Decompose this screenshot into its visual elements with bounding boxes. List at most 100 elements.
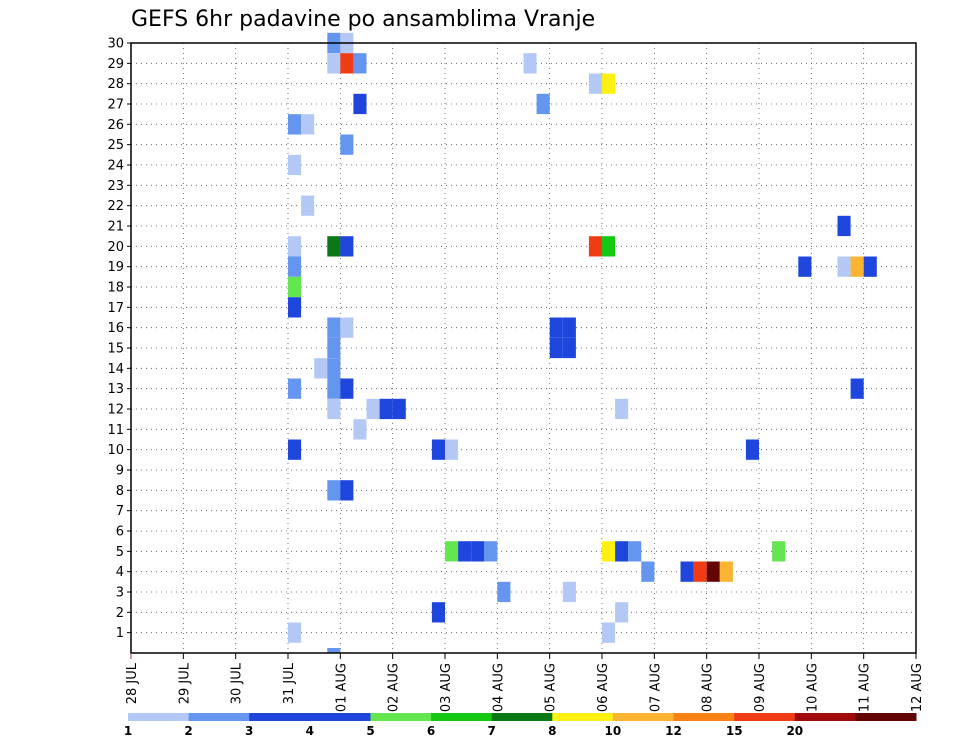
y-tick-label: 14 xyxy=(107,362,124,377)
y-tick-label: 7 xyxy=(116,504,124,519)
heatmap-cell xyxy=(615,602,629,623)
y-tick-label: 27 xyxy=(107,98,124,113)
y-tick-label: 6 xyxy=(116,525,124,540)
y-tick-label: 12 xyxy=(107,403,124,418)
heatmap-cell xyxy=(288,256,302,277)
heatmap-cell xyxy=(301,195,315,216)
heatmap-cell xyxy=(850,378,864,399)
y-tick-label: 24 xyxy=(107,159,124,174)
heatmap-cell xyxy=(562,317,576,338)
colorbar-segment xyxy=(794,713,856,721)
x-tick-label: 02 AUG xyxy=(387,663,402,712)
heatmap-cell xyxy=(327,378,341,399)
heatmap-cell xyxy=(288,439,302,460)
heatmap-cell xyxy=(327,398,341,420)
colorbar-tick-label: 12 xyxy=(665,724,682,738)
heatmap-cell xyxy=(772,541,786,562)
colorbar-tick-label: 15 xyxy=(726,724,743,738)
heatmap-cell xyxy=(301,114,315,135)
heatmap-cell xyxy=(327,236,341,257)
y-tick-label: 9 xyxy=(116,464,124,479)
x-tick-label: 30 JUL xyxy=(230,662,245,704)
y-tick-label: 25 xyxy=(107,138,124,153)
colorbar-tick-label: 5 xyxy=(366,724,374,738)
y-tick-label: 5 xyxy=(116,545,124,560)
colorbar-segment xyxy=(612,713,674,721)
colorbar-tick-label: 4 xyxy=(306,724,314,738)
colorbar-tick-label: 10 xyxy=(605,724,622,738)
heatmap-cell xyxy=(340,317,354,338)
heatmap-cell xyxy=(340,378,354,399)
heatmap-cell xyxy=(431,602,445,623)
heatmap-cell xyxy=(353,93,367,115)
y-tick-label: 4 xyxy=(116,565,124,580)
colorbar-tick-label: 6 xyxy=(427,724,435,738)
x-tick-label: 31 JUL xyxy=(282,662,297,704)
colorbar-tick-label: 8 xyxy=(548,724,556,738)
heatmap-cell xyxy=(602,541,616,562)
heatmap-cell xyxy=(588,73,602,94)
colorbar-segment xyxy=(128,713,190,721)
heatmap-cell xyxy=(523,53,537,74)
plot-frame xyxy=(130,42,917,654)
y-tick-label: 15 xyxy=(107,342,124,357)
colorbar-tick-label: 7 xyxy=(488,724,496,738)
heatmap-cell xyxy=(549,317,563,338)
x-tick-label: 05 AUG xyxy=(544,663,559,712)
x-tick-label: 11 AUG xyxy=(858,663,873,712)
heatmap-cell xyxy=(288,114,302,135)
heatmap-cell xyxy=(641,561,655,582)
y-tick-label: 17 xyxy=(107,301,124,316)
heatmap-cell xyxy=(745,439,759,460)
heatmap-cell xyxy=(602,236,616,257)
heatmap-cell xyxy=(288,378,302,399)
heatmap-cell xyxy=(445,541,459,562)
heatmap-cell xyxy=(288,297,302,318)
x-tick-label: 29 JUL xyxy=(177,662,192,704)
heatmap-cell xyxy=(314,358,328,379)
heatmap-cell xyxy=(327,648,341,653)
heatmap-cell xyxy=(850,256,864,277)
colorbar-tick-label: 3 xyxy=(245,724,253,738)
x-tick-label: 07 AUG xyxy=(648,663,663,712)
heatmap-cell xyxy=(562,581,576,603)
heatmap-cell xyxy=(706,561,720,582)
chart-title: GEFS 6hr padavine po ansamblima Vranje xyxy=(131,7,595,32)
cells-layer xyxy=(288,32,877,653)
colorbar-segment xyxy=(673,713,735,721)
heatmap-cell xyxy=(379,398,393,420)
y-tick-label: 26 xyxy=(107,118,124,133)
grid-lines xyxy=(131,43,916,653)
y-tick-label: 19 xyxy=(107,260,124,275)
x-tick-label: 08 AUG xyxy=(701,663,716,712)
heatmap-cell xyxy=(327,317,341,338)
heatmap-cell xyxy=(340,53,354,74)
colorbar-tick-label: 1 xyxy=(124,724,132,738)
colorbar: 1 2 3 4 5 6 7 8 10 12 15 20 xyxy=(124,713,917,738)
heatmap-cell xyxy=(798,256,812,277)
heatmap-cell xyxy=(536,93,550,115)
heatmap-cell xyxy=(353,53,367,74)
heatmap-cell xyxy=(693,561,707,582)
heatmap-cell xyxy=(392,398,406,420)
x-tick-label: 09 AUG xyxy=(753,663,768,712)
y-tick-label: 22 xyxy=(107,199,124,214)
colorbar-segment xyxy=(734,713,796,721)
heatmap-cell xyxy=(588,236,602,257)
heatmap-cell xyxy=(471,541,485,562)
y-tick-label: 23 xyxy=(107,179,124,194)
y-tick-label: 2 xyxy=(116,606,124,621)
x-tick-label: 28 JUL xyxy=(125,662,140,704)
colorbar-segment xyxy=(249,713,311,721)
y-tick-label: 20 xyxy=(107,240,124,255)
heatmap-cell xyxy=(288,236,302,257)
heatmap-cell xyxy=(353,419,367,440)
x-tick-label: 04 AUG xyxy=(491,663,506,712)
y-tick-label: 11 xyxy=(107,423,124,438)
colorbar-tick-label: 2 xyxy=(184,724,192,738)
y-tick-label: 1 xyxy=(116,626,124,641)
y-tick-label: 21 xyxy=(107,220,124,235)
heatmap-cell xyxy=(719,561,733,582)
x-tick-label: 12 AUG xyxy=(910,663,925,712)
